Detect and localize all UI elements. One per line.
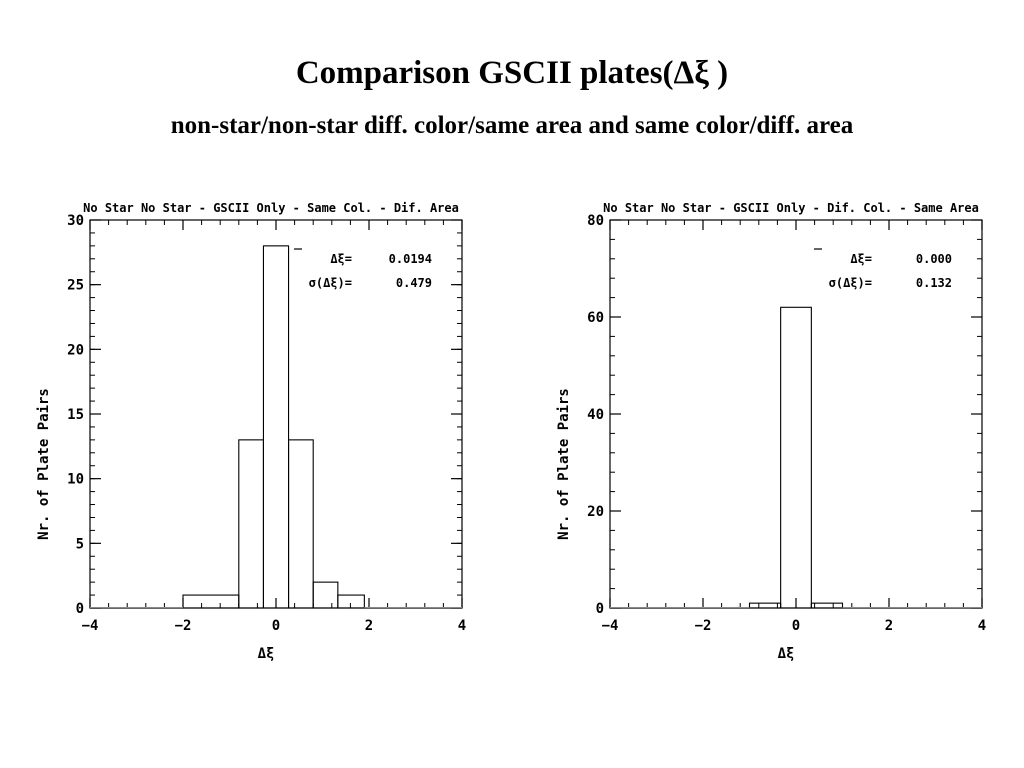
plot-title: No Star No Star - GSCII Only - Same Col.… (83, 201, 459, 215)
x-tick-label: 2 (885, 618, 893, 634)
y-tick-label: 15 (67, 407, 84, 423)
stat-value: 0.479 (396, 276, 432, 290)
histogram-bar (288, 439, 314, 609)
x-tick-label: −4 (602, 618, 619, 634)
y-tick-label: 25 (67, 278, 84, 294)
histogram-bar (810, 602, 844, 609)
stat-value: 0.000 (916, 252, 952, 266)
stat-value: 0.0194 (389, 252, 432, 266)
histogram-bar (182, 594, 240, 609)
y-tick-label: 20 (587, 504, 604, 520)
histogram-bar (312, 581, 339, 609)
y-tick-label: 40 (587, 407, 604, 423)
y-tick-label: 20 (67, 342, 84, 358)
x-tick-label: 4 (978, 618, 986, 634)
stat-label: Δξ= (850, 252, 872, 266)
y-tick-label: 0 (596, 601, 604, 617)
histogram-bar (262, 245, 290, 609)
y-tick-label: 0 (76, 601, 84, 617)
y-tick-label: 60 (587, 310, 604, 326)
stat-label: σ(Δξ)= (309, 276, 352, 290)
x-tick-label: 4 (458, 618, 466, 634)
plot-title: No Star No Star - GSCII Only - Dif. Col.… (603, 201, 979, 215)
y-axis-label: Nr. of Plate Pairs (36, 388, 52, 540)
x-axis-label: Δξ (778, 646, 795, 662)
histogram-bar (780, 306, 812, 609)
histogram-right: No Star No Star - GSCII Only - Dif. Col.… (556, 201, 986, 662)
x-tick-label: 0 (792, 618, 800, 634)
histogram-bar (337, 594, 365, 609)
stat-label: Δξ= (330, 252, 352, 266)
x-tick-label: 0 (272, 618, 280, 634)
histogram-left: No Star No Star - GSCII Only - Same Col.… (36, 201, 466, 662)
histogram-bar (748, 602, 782, 609)
slide-subtitle: non-star/non-star diff. color/same area … (170, 112, 854, 139)
stat-value: 0.132 (916, 276, 952, 290)
y-tick-label: 30 (67, 213, 84, 229)
y-tick-label: 80 (587, 213, 604, 229)
x-tick-label: −4 (82, 618, 99, 634)
x-tick-label: −2 (695, 618, 712, 634)
histogram-bar (238, 439, 264, 609)
y-tick-label: 10 (67, 472, 84, 488)
x-axis-label: Δξ (258, 646, 275, 662)
x-tick-label: 2 (365, 618, 373, 634)
x-tick-label: −2 (175, 618, 192, 634)
stat-label: σ(Δξ)= (829, 276, 872, 290)
slide-title: Comparison GSCII plates(Δξ ) (295, 55, 729, 91)
y-tick-label: 5 (76, 536, 84, 552)
y-axis-label: Nr. of Plate Pairs (556, 388, 572, 540)
